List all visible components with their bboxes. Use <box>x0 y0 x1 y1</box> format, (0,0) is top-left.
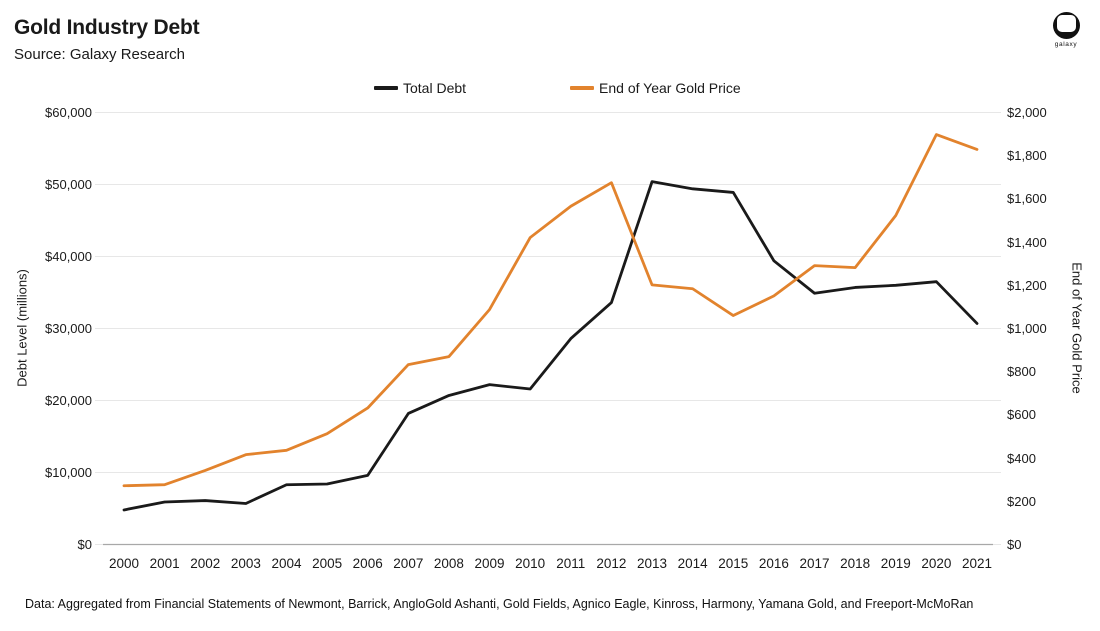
x-tick-label: 2003 <box>230 556 261 571</box>
x-tick-label: 2014 <box>677 556 708 571</box>
x-tick-label: 2002 <box>190 556 221 571</box>
right-tick-label: $1,600 <box>1007 191 1047 207</box>
right-tick-label: $400 <box>1007 450 1036 466</box>
left-tick-label: $10,000 <box>45 465 92 480</box>
right-tick-label: $600 <box>1007 407 1036 423</box>
left-tick-label: $50,000 <box>45 177 92 192</box>
x-tick-label: 2000 <box>108 556 140 571</box>
x-tick-label: 2017 <box>799 556 830 571</box>
left-tick-label: $20,000 <box>45 393 92 408</box>
chart-source-subtitle: Source: Galaxy Research <box>14 46 185 63</box>
galaxy-logo: galaxy <box>1046 12 1086 48</box>
left-tick-label: $0 <box>77 537 92 552</box>
x-tick-label: 2006 <box>352 556 383 571</box>
x-tick-label: 2010 <box>515 556 546 571</box>
x-tick-label: 2011 <box>556 556 586 571</box>
left-tick-label: $60,000 <box>45 105 92 120</box>
data-source-footnote: Data: Aggregated from Financial Statemen… <box>25 597 974 611</box>
x-tick-label: 2016 <box>758 556 789 571</box>
right-tick-label: $2,000 <box>1007 105 1047 120</box>
x-tick-label: 2019 <box>880 556 911 571</box>
right-tick-label: $800 <box>1007 364 1036 380</box>
left-tick-label: $30,000 <box>45 321 92 336</box>
series-line-1 <box>122 133 979 488</box>
x-tick-label: 2004 <box>271 556 302 571</box>
galaxy-logo-icon <box>1052 12 1080 39</box>
x-tick-label: 2001 <box>149 556 180 571</box>
left-tick-label: $40,000 <box>45 249 92 264</box>
galaxy-logo-label: galaxy <box>1054 41 1078 48</box>
gold-price-line-swatch <box>570 86 595 90</box>
x-tick-label: 2015 <box>718 556 749 571</box>
right-tick-label: $1,800 <box>1007 148 1047 164</box>
right-axis-title: End of Year Gold Price <box>1069 262 1085 394</box>
x-tick-label: 2008 <box>433 556 464 571</box>
x-tick-label: 2005 <box>312 556 343 571</box>
chart-legend: Total Debt End of Year Gold Price <box>374 80 741 96</box>
right-tick-label: $1,400 <box>1007 234 1047 250</box>
right-tick-label: $1,200 <box>1007 277 1047 293</box>
legend-label-gold-price: End of Year Gold Price <box>599 80 741 96</box>
series-line-0 <box>122 180 979 512</box>
page-title: Gold Industry Debt <box>14 16 200 39</box>
legend-item-gold-price: End of Year Gold Price <box>570 80 741 96</box>
x-tick-label: 2013 <box>637 556 668 571</box>
left-axis-title: Debt Level (millions) <box>14 269 30 387</box>
right-tick-label: $1,000 <box>1007 321 1047 336</box>
x-tick-label: 2021 <box>961 556 993 571</box>
x-tick-label: 2009 <box>474 556 505 571</box>
x-tick-label: 2012 <box>596 556 627 571</box>
x-tick-label: 2007 <box>393 556 424 571</box>
right-tick-label: $200 <box>1007 493 1036 509</box>
x-tick-label: 2018 <box>840 556 871 571</box>
x-tick-label: 2020 <box>921 556 952 571</box>
right-tick-label: $0 <box>1007 537 1022 552</box>
total-debt-line-swatch <box>374 86 398 90</box>
legend-item-total-debt: Total Debt <box>374 80 466 96</box>
legend-label-total-debt: Total Debt <box>403 80 467 96</box>
